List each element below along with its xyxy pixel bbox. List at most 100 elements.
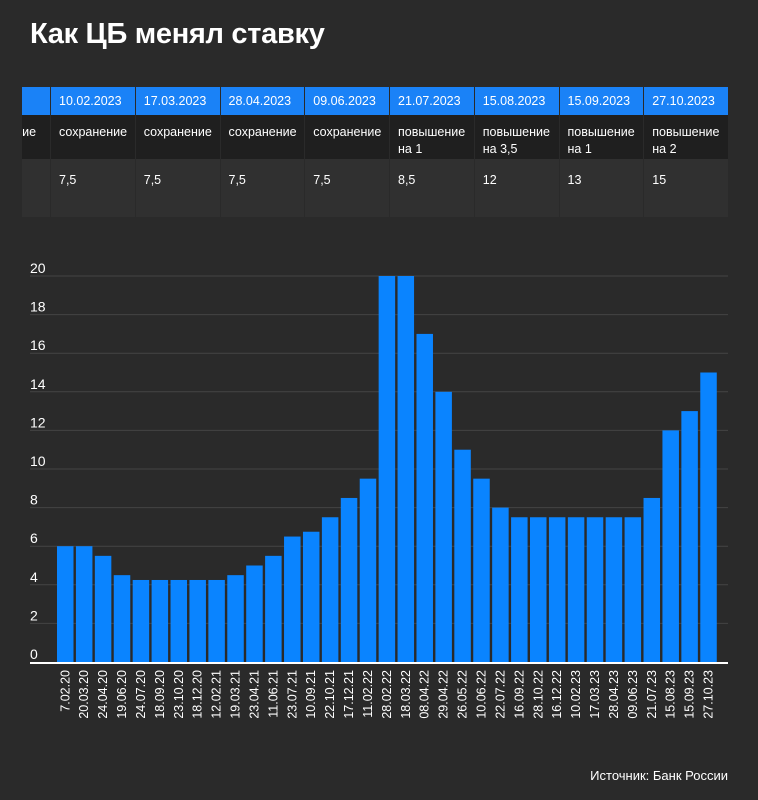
decision-date: 15.09.2023: [559, 87, 645, 115]
x-tick-label: 27.10.23: [702, 670, 716, 719]
x-tick-label: 23.10.20: [172, 670, 186, 719]
bar: [227, 575, 244, 662]
table-column: 09.06.2023 сохранение 7,5: [304, 87, 390, 217]
decision-action: повышение на 1: [559, 115, 645, 159]
decision-rate: 15: [644, 159, 728, 217]
y-tick-label: 6: [30, 530, 38, 546]
bar: [359, 478, 377, 662]
x-tick-label: 24.04.20: [96, 670, 110, 719]
x-tick-label: 11.06.21: [266, 670, 280, 718]
decision-action: сохранение: [135, 115, 221, 159]
decision-rate: 7,5: [305, 159, 390, 217]
y-tick-label: 16: [30, 337, 46, 353]
x-tick-label: 11.02.22: [361, 670, 375, 718]
x-tick-label: 16.12.22: [550, 670, 564, 719]
source-note: Источник: Банк России: [590, 768, 728, 783]
bar: [321, 517, 339, 662]
bar: [397, 276, 415, 662]
x-tick-label: 16.09.22: [512, 670, 526, 719]
bar: [75, 546, 93, 662]
table-column: 22.10.22сохранение7,5: [22, 87, 50, 217]
decision-rate: 7,5: [220, 159, 306, 217]
x-tick-label: 09.06.23: [626, 670, 640, 719]
bar: [492, 507, 509, 662]
x-tick-label: 23.04.21: [247, 670, 261, 719]
bar: [435, 391, 452, 662]
x-tick-label: 22.07.22: [493, 670, 507, 719]
bar: [151, 579, 169, 662]
x-tick-label: 17.12.21: [342, 670, 356, 719]
x-tick-label: 28.04.23: [607, 670, 621, 719]
x-tick-label: 20.03.20: [77, 670, 91, 719]
x-tick-label: 18.12.20: [191, 670, 205, 719]
decision-action: сохранение: [22, 115, 50, 159]
x-tick-label: 12.02.21: [210, 670, 224, 719]
bar: [624, 517, 642, 662]
decision-date: 22.10.22: [22, 87, 50, 115]
bar: [473, 478, 490, 662]
x-tick-label: 26.05.22: [456, 670, 470, 719]
bar: [94, 555, 112, 662]
bar: [586, 517, 604, 662]
decision-rate: 7,5: [135, 159, 221, 217]
decision-date: 10.02.2023: [51, 87, 136, 115]
y-tick-label: 12: [30, 414, 46, 430]
decision-action: сохранение: [220, 115, 306, 159]
page-title: Как ЦБ менял ставку: [30, 18, 325, 50]
y-tick-label: 2: [30, 607, 38, 623]
x-tick-label: 21.07.23: [645, 670, 659, 719]
x-tick-label: 17.03.23: [588, 670, 602, 719]
decision-date: 27.10.2023: [644, 87, 728, 115]
rate-decisions-table: 22.10.22сохранение7,510.02.2023сохранени…: [22, 87, 728, 217]
x-tick-label: 24.07.20: [134, 670, 148, 719]
y-tick-label: 14: [30, 376, 46, 392]
x-tick-label: 08.04.22: [418, 670, 432, 719]
y-tick-label: 20: [30, 260, 46, 276]
x-tick-label: 10.09.21: [304, 670, 318, 719]
bar: [302, 531, 320, 662]
x-tick-label: 19.06.20: [115, 670, 129, 719]
decision-date: 09.06.2023: [305, 87, 390, 115]
x-tick-label: 23.07.21: [285, 670, 299, 719]
decision-date: 15.08.2023: [474, 87, 560, 115]
x-tick-label: 10.06.22: [474, 670, 488, 719]
decision-rate: 8,5: [390, 159, 475, 217]
bar: [57, 546, 74, 662]
bar: [530, 517, 547, 662]
x-tick-label: 28.02.22: [380, 670, 394, 719]
x-tick-label: 10.02.23: [569, 670, 583, 719]
table-column: 17.03.2023 сохранение 7,5: [134, 87, 221, 217]
bar: [662, 430, 679, 662]
bar: [189, 579, 206, 662]
decision-rate: 7,5: [22, 159, 50, 217]
bar: [265, 555, 282, 662]
bar: [454, 449, 471, 662]
bar: [378, 276, 396, 662]
table-column: 28.04.2023 сохранение 7,5: [219, 87, 306, 217]
x-tick-label: 28.10.22: [531, 670, 545, 719]
x-tick-label: 18.09.20: [153, 670, 167, 719]
table-column: 15.08.2023 повышение на 3,5 12: [473, 87, 560, 217]
bar: [567, 517, 585, 662]
y-tick-label: 18: [30, 299, 46, 315]
x-tick-label: 19.03.21: [229, 670, 243, 719]
decision-date: 17.03.2023: [135, 87, 221, 115]
decision-action: повышение на 1: [390, 115, 475, 159]
bar: [113, 575, 131, 662]
bar: [416, 333, 433, 662]
y-tick-label: 4: [30, 569, 38, 585]
decision-rate: 13: [559, 159, 645, 217]
bar: [681, 411, 698, 662]
x-tick-label: 29.04.22: [437, 670, 451, 719]
bar: [511, 517, 528, 662]
bar: [208, 579, 225, 662]
table-column: 21.07.2023 повышение на 1 8,5: [389, 87, 475, 217]
decision-action: сохранение: [51, 115, 136, 159]
bar: [548, 517, 566, 662]
x-tick-label: 18.03.22: [399, 670, 413, 719]
decision-rate: 7,5: [51, 159, 136, 217]
table-column: 27.10.2023 повышение на 2 15: [643, 87, 728, 217]
decision-action: сохранение: [305, 115, 390, 159]
x-tick-label: 15.09.23: [683, 670, 697, 719]
